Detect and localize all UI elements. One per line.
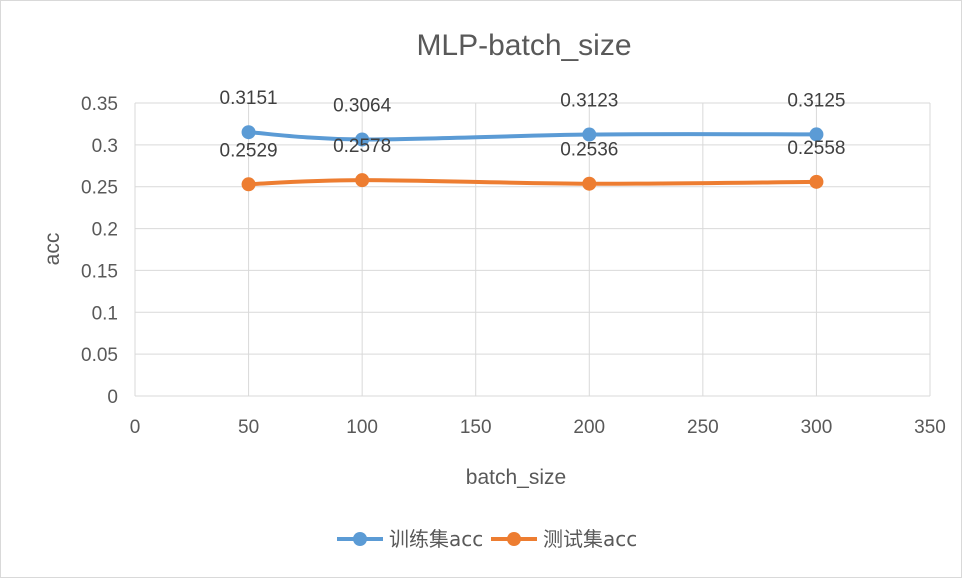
- legend-item: 训练集acc: [337, 527, 483, 551]
- y-axis-title: acc: [41, 233, 64, 266]
- legend-item: 测试集acc: [491, 527, 637, 551]
- x-tick-label: 100: [346, 417, 378, 438]
- data-label: 0.2529: [220, 140, 278, 161]
- x-tick-label: 50: [238, 417, 259, 438]
- y-axis-ticks: 0 0.05 0.1 0.15 0.2 0.25 0.3 0.35: [81, 94, 118, 408]
- x-axis-ticks: 0 50 100 150 200 250 300 350: [130, 417, 946, 438]
- x-tick-label: 0: [130, 417, 141, 438]
- series-line: [246, 130, 819, 142]
- x-tick-label: 300: [801, 417, 833, 438]
- y-tick-label: 0.15: [81, 261, 118, 282]
- y-tick-label: 0.05: [81, 345, 118, 366]
- series: [241, 125, 824, 192]
- series-marker: [809, 127, 824, 142]
- y-tick-label: 0.3: [92, 136, 118, 157]
- y-tick-label: 0.35: [81, 94, 118, 115]
- y-tick-label: 0.2: [92, 220, 118, 241]
- data-label: 0.2536: [560, 140, 618, 161]
- data-label: 0.2558: [787, 138, 845, 159]
- legend-label: 训练集acc: [389, 527, 483, 551]
- y-tick-label: 0: [107, 387, 118, 408]
- series-marker: [241, 177, 256, 192]
- data-label: 0.3123: [560, 91, 618, 112]
- legend: 训练集acc 测试集acc: [337, 527, 637, 551]
- series-marker: [582, 127, 597, 142]
- data-labels: 0.3151 0.3064 0.3123 0.3125 0.2529 0.2578 0.25…: [220, 88, 846, 161]
- legend-label: 测试集acc: [543, 527, 637, 551]
- x-tick-label: 200: [573, 417, 605, 438]
- y-tick-label: 0.1: [92, 303, 118, 324]
- x-tick-label: 250: [687, 417, 719, 438]
- series-marker: [355, 132, 370, 147]
- series-marker: [809, 174, 824, 189]
- data-label: 0.3125: [787, 90, 845, 111]
- x-tick-label: 350: [914, 417, 946, 438]
- legend-marker: [507, 532, 521, 546]
- data-label: 0.2578: [333, 136, 391, 157]
- chart-title: MLP-batch_size: [416, 29, 631, 62]
- series-marker: [241, 125, 256, 140]
- y-tick-label: 0.25: [81, 178, 118, 199]
- series-line: [246, 178, 819, 187]
- legend-marker: [353, 532, 367, 546]
- data-label: 0.3064: [333, 95, 392, 116]
- x-tick-label: 150: [460, 417, 492, 438]
- series-marker: [355, 173, 370, 188]
- grid: [134, 102, 931, 397]
- series-marker: [582, 176, 597, 191]
- x-axis-title: batch_size: [466, 466, 566, 489]
- data-label: 0.3151: [220, 88, 278, 109]
